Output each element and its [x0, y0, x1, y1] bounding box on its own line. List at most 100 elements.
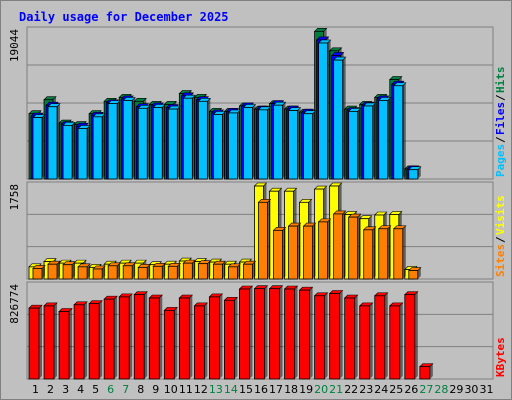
bar-pages-26 [408, 169, 419, 180]
bar-kbytes-10-side [174, 307, 178, 379]
bar-kbytes-3 [58, 311, 70, 380]
bar-pages-4 [77, 128, 88, 180]
bar-sites-7 [122, 265, 133, 280]
bar-kbytes-21-side [339, 290, 343, 379]
bar-sites-21 [333, 213, 344, 280]
bar-sites-1 [32, 268, 43, 280]
bar-kbytes-10 [163, 309, 175, 380]
bar-sites-6 [107, 265, 118, 280]
bar-pages-8 [137, 107, 148, 180]
day-label-31: 31 [479, 383, 493, 396]
legend-separator: / [494, 236, 507, 243]
bar-sites-17 [273, 229, 283, 280]
bar-sites-20-side [327, 218, 331, 279]
day-label-29: 29 [449, 383, 463, 396]
bar-pages-13 [212, 114, 223, 180]
bar-kbytes-27 [419, 366, 431, 380]
bar-kbytes-12 [193, 305, 205, 380]
bar-pages-6 [107, 103, 118, 180]
bar-sites-16-side [267, 199, 271, 279]
bar-pages-25-side [402, 82, 406, 179]
bar-kbytes-7-side [129, 293, 133, 379]
bar-sites-3 [62, 264, 73, 280]
bar-pages-11-side [192, 95, 196, 179]
bar-pages-12 [197, 100, 208, 180]
bar-sites-26-side [417, 267, 421, 279]
bar-pages-18-side [297, 107, 301, 179]
day-label-20: 20 [314, 383, 328, 396]
bar-kbytes-7 [118, 296, 130, 380]
legend-separator: / [494, 94, 507, 101]
bar-pages-16 [258, 109, 268, 180]
bar-pages-2-side [57, 103, 61, 179]
bar-pages-12-side [207, 98, 211, 179]
bar-sites-14 [228, 266, 238, 280]
bar-sites-13 [212, 263, 223, 280]
bar-pages-23 [363, 105, 374, 180]
bar-kbytes-9-side [159, 295, 163, 379]
bar-kbytes-27-side [429, 363, 433, 379]
bar-sites-11-side [192, 260, 196, 279]
bar-kbytes-21 [329, 293, 341, 380]
bar-pages-6-side [117, 100, 121, 179]
day-label-30: 30 [464, 383, 478, 396]
bar-kbytes-23 [359, 305, 371, 380]
bar-sites-10-side [177, 263, 181, 279]
bar-sites-9-side [162, 263, 166, 279]
bar-sites-4-side [87, 263, 91, 279]
legend-separator: / [494, 136, 507, 143]
bar-pages-14-side [237, 109, 241, 179]
bar-sites-18-side [297, 223, 301, 279]
day-label-24: 24 [374, 383, 388, 396]
day-label-12: 12 [194, 383, 208, 396]
day-label-19: 19 [299, 383, 313, 396]
bar-kbytes-20-side [324, 292, 328, 379]
day-label-9: 9 [152, 383, 159, 396]
bar-pages-1-side [42, 114, 45, 179]
day-label-8: 8 [137, 383, 144, 396]
bar-kbytes-6-side [114, 296, 118, 379]
bar-sites-3-side [72, 261, 76, 279]
bar-pages-16-side [267, 106, 271, 179]
bar-kbytes-2 [43, 305, 55, 380]
bar-kbytes-4-side [84, 301, 88, 379]
bar-kbytes-14 [224, 299, 235, 380]
bar-sites-20 [318, 221, 329, 280]
bar-sites-13-side [222, 261, 226, 279]
bar-pages-26-side [417, 166, 421, 179]
bar-pages-3-side [72, 122, 76, 179]
bar-pages-24-side [387, 97, 391, 179]
bar-pages-22 [348, 110, 359, 180]
bar-pages-21 [333, 59, 344, 180]
bar-kbytes-3-side [69, 308, 73, 379]
bar-kbytes-22 [344, 297, 356, 380]
bar-sites-19 [303, 225, 313, 280]
bar-sites-12 [197, 263, 208, 280]
bar-kbytes-16 [254, 288, 265, 380]
bar-sites-22-side [357, 214, 361, 279]
day-label-17: 17 [269, 383, 283, 396]
bar-sites-16 [258, 201, 268, 280]
bar-kbytes-1-side [39, 305, 42, 379]
bar-kbytes-14-side [234, 297, 238, 379]
bar-kbytes-5-side [99, 300, 103, 379]
day-label-16: 16 [254, 383, 268, 396]
bar-pages-17-side [282, 102, 286, 179]
bar-pages-10 [167, 108, 178, 180]
day-label-7: 7 [122, 383, 129, 396]
bar-pages-15 [243, 107, 253, 180]
bar-pages-3 [62, 124, 73, 180]
bar-kbytes-23-side [369, 302, 373, 379]
bar-kbytes-22-side [354, 295, 358, 379]
bar-pages-22-side [357, 108, 361, 179]
bar-pages-19 [303, 113, 313, 180]
bar-kbytes-15 [239, 288, 250, 380]
bar-pages-17 [273, 104, 283, 180]
bar-kbytes-11-side [189, 295, 193, 379]
bar-kbytes-13-side [219, 293, 223, 379]
chart-title: Daily usage for December 2025 [19, 10, 229, 24]
max-label-hits_files_pages: 19044 [8, 29, 21, 62]
bar-pages-2 [47, 106, 58, 180]
bar-pages-20-side [327, 39, 331, 179]
